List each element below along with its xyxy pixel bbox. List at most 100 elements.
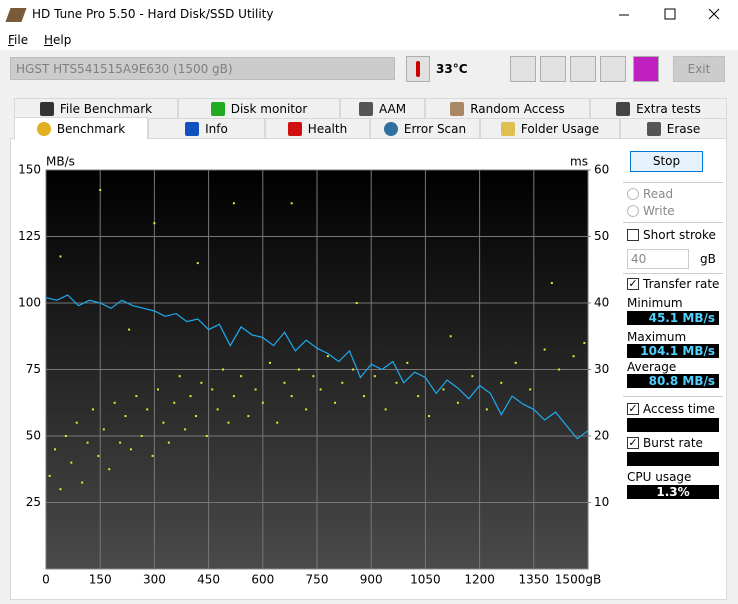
minimum-label: Minimum (627, 296, 683, 310)
stroke-size-input[interactable]: 40 (627, 249, 689, 269)
access-time-point (194, 415, 197, 418)
tab[interactable]: Folder Usage (480, 118, 620, 138)
access-time-point (283, 381, 286, 384)
tab-label: File Benchmark (59, 101, 153, 116)
access-time-point (543, 348, 546, 351)
y2-tick-label: 40 (594, 296, 609, 310)
y-tick-label: 50 (26, 429, 41, 443)
access-time-point (146, 408, 149, 411)
access-time-point (54, 448, 57, 451)
maximum-value: 104.1 MB/s (627, 344, 719, 358)
access-time-point (211, 388, 214, 391)
drive-select[interactable]: HGST HTS541515A9E630 (1500 gB) (10, 57, 395, 80)
access-time-point (428, 415, 431, 418)
tab[interactable]: Extra tests (590, 98, 727, 118)
access-time-point (48, 474, 51, 477)
tab[interactable]: Disk monitor (178, 98, 340, 118)
access-time-point (184, 428, 187, 431)
access-time-point (232, 395, 235, 398)
transfer-rate-checkbox[interactable]: ✓ (627, 277, 639, 290)
cpu-usage-label: CPU usage (627, 470, 692, 484)
access-time-point (140, 435, 143, 437)
tab[interactable]: Error Scan (370, 118, 480, 138)
burst-rate-checkbox[interactable]: ✓ (627, 436, 639, 449)
read-label: Read (643, 187, 674, 201)
access-time-point (341, 381, 344, 384)
access-time-point (167, 441, 170, 444)
menu-help[interactable]: Help (44, 33, 72, 47)
access-time-point (417, 395, 420, 398)
access-time-point (449, 335, 452, 338)
menu-file[interactable]: File (8, 33, 29, 47)
access-time-point (157, 388, 160, 391)
access-time-point (129, 448, 132, 451)
access-time-point (173, 401, 176, 404)
access-time-point (59, 255, 62, 258)
cpu-usage-value: 1.3% (627, 485, 719, 499)
tab[interactable]: Erase (620, 118, 727, 138)
tab-selected[interactable]: Benchmark (14, 117, 148, 139)
x-tick-label: 750 (306, 573, 329, 587)
access-time-point (227, 421, 230, 424)
access-time-point (269, 361, 272, 364)
access-time-point (352, 368, 355, 371)
access-time-point (86, 441, 89, 444)
access-time-point (254, 388, 257, 391)
x-tick-label: 600 (251, 573, 274, 587)
exit-button[interactable]: Exit (673, 56, 725, 82)
write-radio[interactable] (627, 205, 639, 217)
read-radio[interactable] (627, 188, 639, 200)
access-time-point (196, 262, 199, 265)
access-time-point (189, 395, 192, 398)
transfer-rate-label: Transfer rate (643, 277, 720, 291)
access-time-point (305, 408, 308, 411)
copy-button[interactable] (510, 56, 536, 82)
access-time-point (162, 421, 165, 424)
copy-all-button[interactable] (540, 56, 566, 82)
access-time-point (572, 355, 575, 358)
x-tick-label: 1050 (410, 573, 441, 587)
window-controls[interactable] (610, 0, 738, 30)
tab-label: AAM (378, 101, 407, 116)
access-time-point (64, 435, 67, 437)
access-time-checkbox[interactable]: ✓ (627, 402, 639, 415)
access-time-point (334, 401, 337, 404)
minimum-value: 45.1 MB/s (627, 311, 719, 325)
menu-bar: File Help (0, 30, 738, 50)
y-tick-label: 75 (26, 362, 41, 376)
y-tick-label: 125 (18, 229, 41, 243)
access-time-point (135, 395, 138, 398)
access-time-point (240, 375, 243, 378)
access-time-point (216, 408, 219, 411)
access-time-point (558, 368, 561, 371)
access-time-point (205, 435, 208, 437)
options-button[interactable] (600, 56, 626, 82)
y-tick-label: 100 (18, 296, 41, 310)
title-bar: HD Tune Pro 5.50 - Hard Disk/SSD Utility (0, 0, 738, 30)
short-stroke-checkbox[interactable] (627, 229, 639, 241)
access-time-point (326, 355, 329, 358)
access-time-point (456, 401, 459, 404)
access-time-point (119, 441, 122, 444)
average-value: 80.8 MB/s (627, 374, 719, 388)
tab[interactable]: Random Access (425, 98, 590, 118)
x-tick-label: 1350 (519, 573, 550, 587)
screenshot-button[interactable] (570, 56, 596, 82)
access-time-point (178, 375, 181, 378)
access-time-point (297, 368, 300, 371)
y2-tick-label: 60 (594, 163, 609, 177)
access-time-point (550, 282, 553, 285)
separator (623, 396, 723, 397)
access-time-point (247, 415, 250, 418)
access-time-point (232, 202, 235, 205)
stop-button[interactable]: Stop (630, 151, 703, 172)
access-time-point (485, 408, 488, 411)
tab[interactable]: Info (148, 118, 265, 138)
save-button[interactable] (633, 56, 659, 82)
tab[interactable]: File Benchmark (14, 98, 178, 118)
access-time-point (442, 388, 445, 391)
tab[interactable]: AAM (340, 98, 425, 118)
access-time-point (406, 361, 409, 364)
tab[interactable]: Health (265, 118, 370, 138)
y2-axis-label: ms (570, 155, 588, 169)
